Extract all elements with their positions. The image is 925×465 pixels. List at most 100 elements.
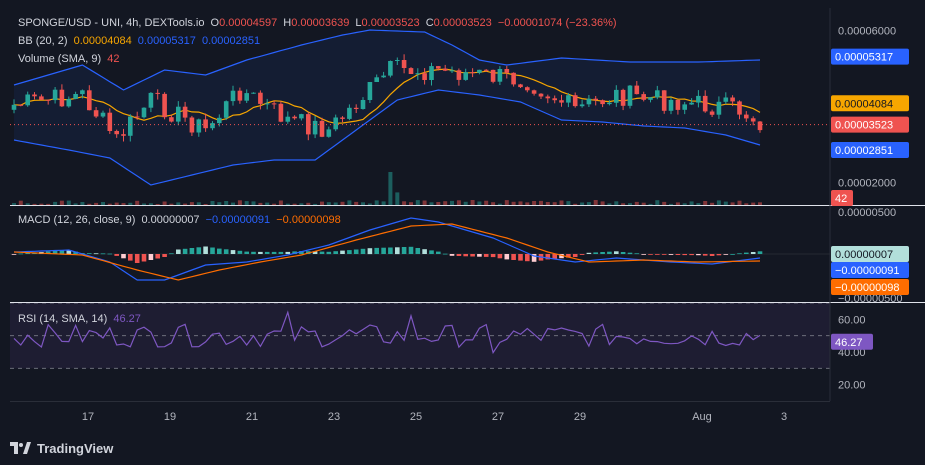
candle[interactable] <box>538 93 544 99</box>
candle[interactable] <box>319 117 325 138</box>
candle[interactable] <box>107 108 113 134</box>
candle[interactable] <box>203 113 208 132</box>
candle[interactable] <box>463 68 468 81</box>
candle[interactable] <box>395 57 400 66</box>
candle[interactable] <box>490 69 496 84</box>
candle[interactable] <box>682 101 687 115</box>
candle[interactable] <box>442 64 448 72</box>
candle[interactable] <box>579 99 585 108</box>
candle[interactable] <box>709 109 715 117</box>
candle[interactable] <box>45 99 51 105</box>
candle[interactable] <box>572 92 578 108</box>
candle[interactable] <box>278 101 284 123</box>
candle[interactable] <box>25 91 30 107</box>
candle[interactable] <box>11 99 17 114</box>
candle[interactable] <box>66 96 72 108</box>
candle[interactable] <box>408 67 414 74</box>
candle[interactable] <box>504 65 510 79</box>
candle[interactable] <box>655 85 660 100</box>
candle[interactable] <box>401 54 407 74</box>
candle[interactable] <box>210 121 215 131</box>
candle[interactable] <box>258 90 263 110</box>
macd-badge[interactable]: 0.00000007 <box>831 246 909 262</box>
candle[interactable] <box>230 85 236 106</box>
candle[interactable] <box>415 68 421 80</box>
candle[interactable] <box>141 107 147 119</box>
candle[interactable] <box>264 98 270 110</box>
candle[interactable] <box>422 68 427 85</box>
candle[interactable] <box>545 94 551 104</box>
price-badge[interactable]: 0.00004084 <box>831 95 909 112</box>
candles[interactable] <box>10 54 830 142</box>
candle[interactable] <box>196 118 202 137</box>
candle[interactable] <box>757 121 763 133</box>
candle[interactable] <box>559 94 564 107</box>
candle[interactable] <box>744 111 749 122</box>
candle[interactable] <box>189 115 195 136</box>
tradingview-brand[interactable]: TradingView <box>10 438 113 458</box>
candle[interactable] <box>511 72 516 87</box>
candle[interactable] <box>80 89 85 99</box>
candle[interactable] <box>531 89 537 96</box>
price-badge[interactable]: 0.00002851 <box>831 142 909 158</box>
pane-separators[interactable] <box>10 8 925 402</box>
candle[interactable] <box>470 68 475 78</box>
candle[interactable] <box>326 126 332 138</box>
candle[interactable] <box>285 111 291 124</box>
candle[interactable] <box>607 100 612 106</box>
candle[interactable] <box>600 99 605 108</box>
candle[interactable] <box>155 89 160 100</box>
candle[interactable] <box>388 60 393 78</box>
candle[interactable] <box>162 92 167 120</box>
candle[interactable] <box>244 89 249 103</box>
candle[interactable] <box>73 91 78 100</box>
candle[interactable] <box>730 95 735 107</box>
candle[interactable] <box>59 84 65 107</box>
candle[interactable] <box>271 100 277 109</box>
candle[interactable] <box>312 116 318 139</box>
candle[interactable] <box>381 71 386 78</box>
candle[interactable] <box>299 113 304 121</box>
candle[interactable] <box>716 96 722 119</box>
candle[interactable] <box>456 68 462 86</box>
candle[interactable] <box>477 69 482 75</box>
candle[interactable] <box>87 85 92 111</box>
candle[interactable] <box>32 92 37 100</box>
candle[interactable] <box>128 114 133 142</box>
rsi-badge[interactable]: 46.27 <box>831 333 873 350</box>
candle[interactable] <box>39 94 44 100</box>
candle[interactable] <box>614 85 619 107</box>
candle[interactable] <box>702 90 708 113</box>
candle[interactable] <box>340 116 345 123</box>
candle[interactable] <box>696 90 701 108</box>
candle[interactable] <box>483 69 489 72</box>
candle[interactable] <box>689 98 694 105</box>
candle[interactable] <box>176 101 181 126</box>
candle[interactable] <box>429 62 434 86</box>
macd-badge[interactable]: −0.00000098 <box>831 279 909 295</box>
macd-pane[interactable] <box>10 217 830 281</box>
candle[interactable] <box>169 115 174 123</box>
candle[interactable] <box>620 88 626 111</box>
candle[interactable] <box>367 82 373 103</box>
candle[interactable] <box>182 101 188 122</box>
candle[interactable] <box>217 114 222 127</box>
macd-badge[interactable]: −0.00000091 <box>831 262 909 278</box>
candle[interactable] <box>93 107 99 119</box>
candle[interactable] <box>237 87 243 104</box>
rsi-pane[interactable] <box>10 302 830 369</box>
volume-badge[interactable]: 42 <box>831 190 853 206</box>
candle[interactable] <box>121 128 126 142</box>
time-axis[interactable]: 17 19 21 23 25 27 29 Aug 3 <box>82 411 787 423</box>
candle[interactable] <box>134 111 140 120</box>
candle[interactable] <box>52 87 58 104</box>
candle[interactable] <box>668 97 674 115</box>
candle[interactable] <box>333 114 338 132</box>
candle[interactable] <box>449 66 455 74</box>
candle[interactable] <box>292 115 297 120</box>
candle[interactable] <box>661 90 667 114</box>
price-badge[interactable]: 0.00005317 <box>831 48 909 65</box>
candle[interactable] <box>627 85 633 109</box>
candle[interactable] <box>114 129 119 138</box>
